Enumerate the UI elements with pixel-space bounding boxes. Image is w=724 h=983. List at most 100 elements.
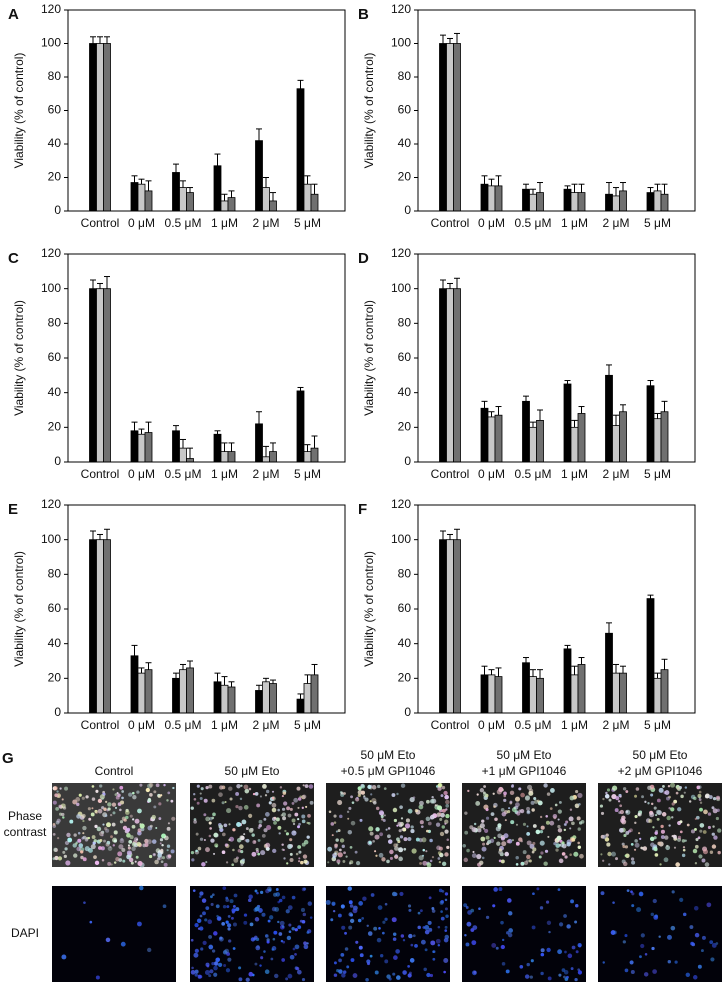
cell bbox=[629, 828, 633, 833]
cell bbox=[145, 787, 150, 793]
cell bbox=[81, 796, 85, 800]
bar bbox=[653, 418, 662, 463]
cell bbox=[64, 840, 70, 846]
cell bbox=[621, 842, 625, 846]
cell bbox=[288, 923, 292, 927]
error-bar bbox=[440, 34, 446, 44]
cell bbox=[375, 827, 380, 832]
cell bbox=[391, 793, 396, 797]
cell bbox=[429, 973, 434, 978]
cell bbox=[649, 836, 655, 842]
cell bbox=[422, 848, 426, 852]
cell bbox=[485, 835, 490, 840]
cell bbox=[606, 788, 611, 792]
cell bbox=[476, 853, 482, 860]
cell bbox=[158, 817, 162, 820]
cell bbox=[337, 862, 340, 865]
cell bbox=[97, 808, 103, 814]
cell bbox=[199, 797, 203, 801]
cell bbox=[268, 801, 272, 805]
cell bbox=[534, 799, 539, 804]
cell bbox=[91, 835, 96, 840]
error-bar bbox=[564, 380, 571, 384]
cell bbox=[442, 808, 446, 813]
cell bbox=[701, 935, 706, 940]
cell bbox=[120, 800, 125, 805]
cell bbox=[197, 927, 201, 930]
cell bbox=[507, 932, 513, 938]
plot-frame bbox=[67, 504, 346, 714]
y-tick-label: 80 bbox=[398, 567, 412, 581]
cell bbox=[482, 842, 486, 846]
cell bbox=[624, 934, 628, 938]
bar bbox=[220, 684, 229, 714]
bar bbox=[480, 674, 489, 714]
cell bbox=[59, 787, 62, 790]
cell bbox=[522, 850, 527, 855]
bar bbox=[536, 677, 544, 714]
cell bbox=[78, 843, 84, 848]
bar bbox=[179, 669, 187, 714]
y-tick-label: 100 bbox=[41, 281, 61, 295]
cell bbox=[439, 900, 444, 905]
y-tick-label: 80 bbox=[398, 69, 412, 83]
cell bbox=[546, 947, 551, 953]
cell bbox=[532, 824, 537, 828]
cell bbox=[578, 802, 581, 806]
error-bar bbox=[454, 32, 460, 44]
cell bbox=[208, 834, 212, 838]
cell bbox=[415, 837, 420, 842]
cell bbox=[200, 947, 204, 951]
cell bbox=[444, 822, 447, 825]
cell bbox=[667, 960, 671, 964]
cell bbox=[644, 800, 647, 803]
bar bbox=[453, 43, 461, 212]
cell bbox=[291, 895, 296, 900]
error-bar bbox=[495, 406, 502, 416]
bar bbox=[269, 451, 277, 463]
cell bbox=[274, 973, 279, 979]
cell bbox=[490, 812, 495, 816]
cell bbox=[428, 927, 433, 932]
bar bbox=[186, 192, 194, 212]
bar bbox=[213, 433, 222, 463]
cell bbox=[668, 824, 671, 827]
cell bbox=[445, 914, 449, 919]
cell bbox=[540, 825, 545, 830]
cell bbox=[325, 899, 331, 905]
cell bbox=[302, 784, 305, 787]
cell bbox=[119, 820, 124, 824]
error-bar bbox=[304, 175, 311, 185]
cell bbox=[653, 847, 658, 852]
cell bbox=[666, 815, 671, 821]
cell bbox=[113, 839, 117, 843]
cell bbox=[381, 857, 386, 862]
cell bbox=[374, 970, 379, 975]
cell bbox=[602, 961, 605, 964]
error-bar bbox=[97, 282, 103, 289]
cell bbox=[712, 796, 717, 801]
panel-label: D bbox=[358, 250, 369, 267]
cell bbox=[166, 826, 171, 831]
cell bbox=[529, 975, 533, 979]
cell bbox=[155, 827, 158, 830]
cell bbox=[653, 914, 659, 920]
cell bbox=[393, 843, 398, 848]
cell bbox=[532, 841, 536, 845]
cell bbox=[715, 795, 721, 800]
y-tick-label: 40 bbox=[398, 136, 412, 150]
cell bbox=[333, 814, 337, 818]
cell bbox=[273, 816, 277, 820]
cell bbox=[282, 791, 287, 795]
cell bbox=[122, 859, 126, 863]
error-bar bbox=[440, 279, 446, 289]
cell bbox=[365, 977, 369, 982]
cell bbox=[275, 817, 280, 822]
cell bbox=[301, 978, 306, 982]
cell bbox=[679, 830, 683, 834]
cell bbox=[383, 787, 387, 790]
cell bbox=[296, 786, 301, 791]
error-bar bbox=[270, 192, 276, 201]
cell bbox=[647, 785, 652, 790]
cell bbox=[424, 948, 428, 952]
